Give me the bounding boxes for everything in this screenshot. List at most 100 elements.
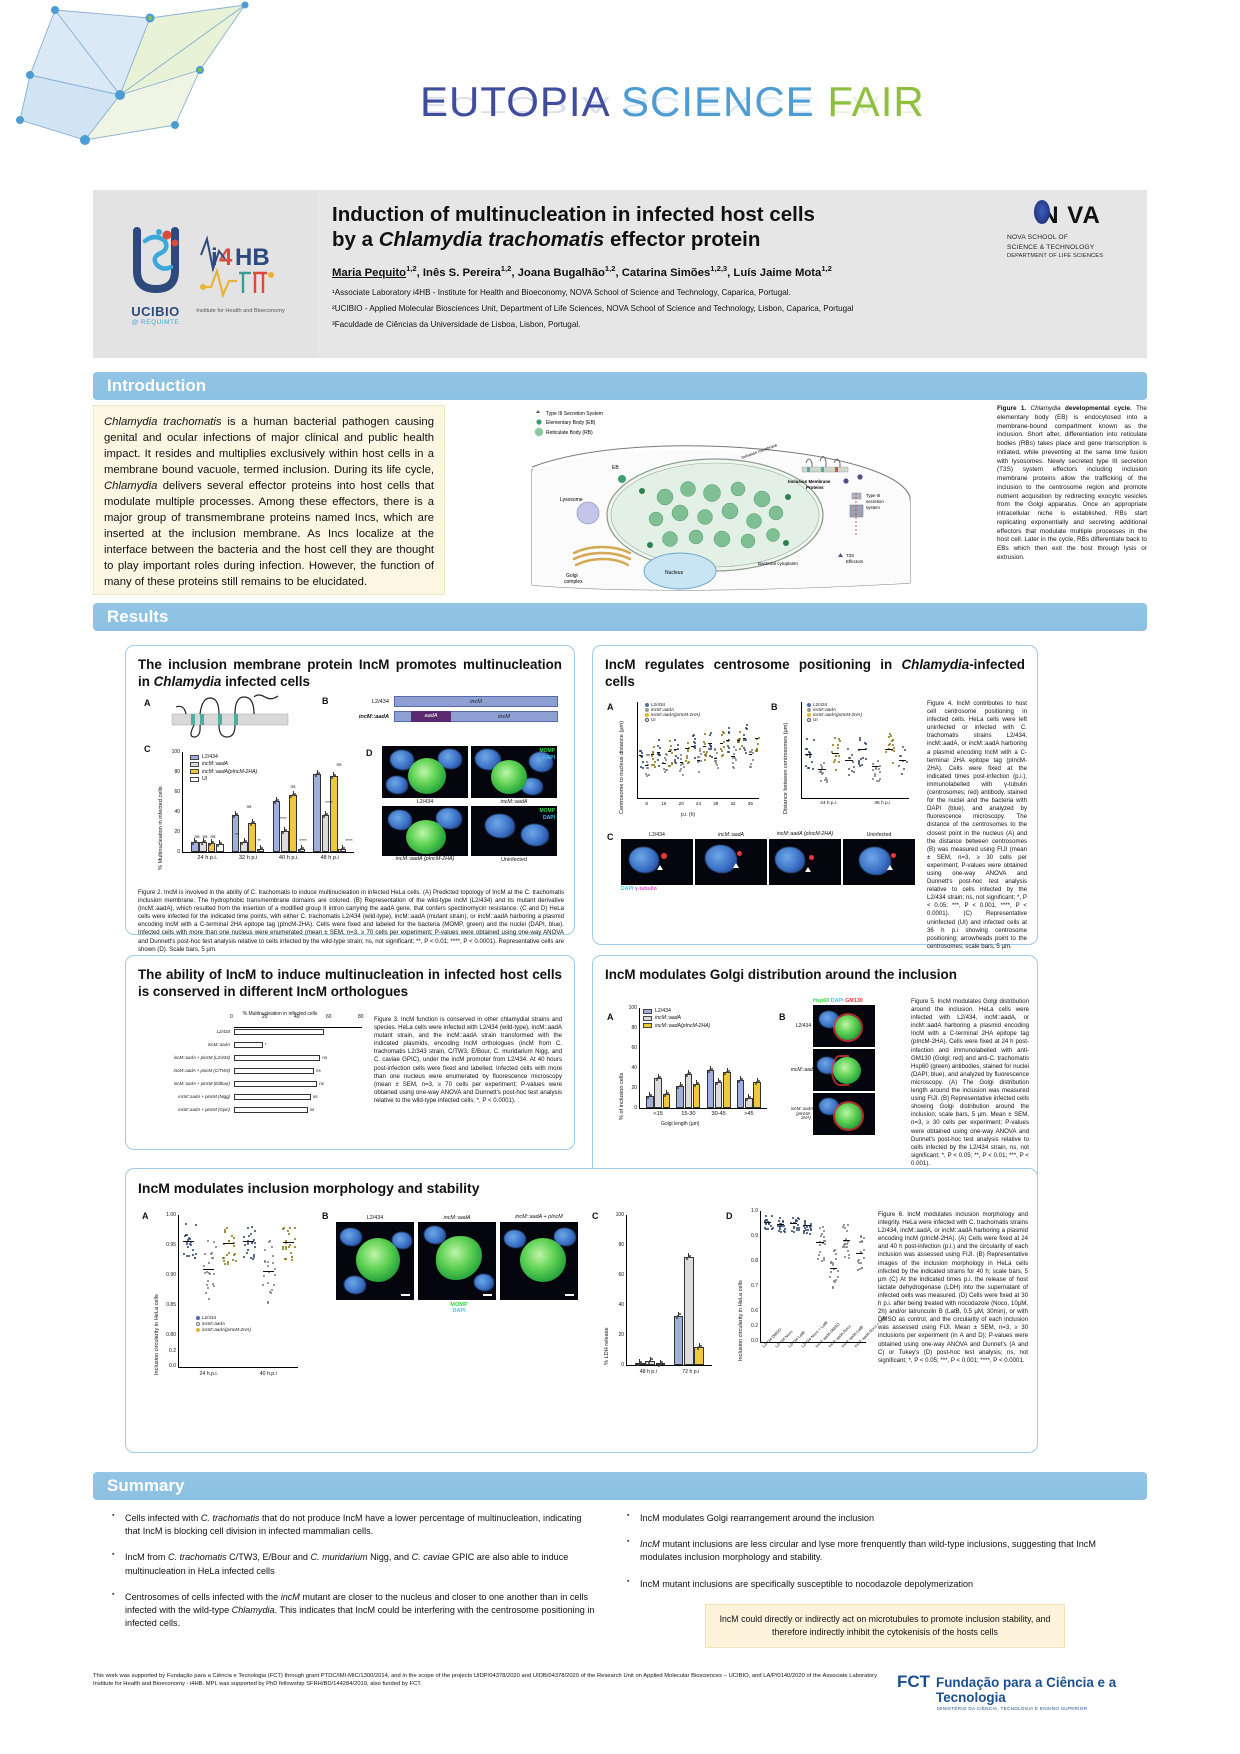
datapoint — [821, 1225, 824, 1228]
datapoint — [865, 743, 868, 746]
datapoint — [251, 1242, 254, 1245]
datapoint — [250, 1226, 253, 1229]
bar-fig5A-2-2 — [723, 1072, 731, 1108]
datapoint — [808, 766, 811, 769]
datapoint — [809, 1222, 812, 1225]
summary-item-left-2: Centrosomes of cells infected with the i… — [112, 1590, 595, 1631]
datapoint — [192, 1253, 195, 1256]
significance-annotation: ns — [312, 1094, 318, 1099]
datapoint — [872, 769, 875, 772]
channel-label-gtubulin-fig4: γ-tubulin — [634, 886, 657, 892]
chart-fig6A: Inclusion circularity in HeLa cells 1.00… — [154, 1212, 311, 1415]
datapoint — [275, 800, 278, 803]
datapoint — [722, 753, 725, 756]
datapoint — [214, 1245, 217, 1248]
datapoint — [743, 749, 746, 752]
datapoint — [739, 731, 742, 734]
datapoint — [749, 763, 752, 766]
datapoint — [778, 1229, 781, 1232]
datapoint — [282, 832, 285, 834]
datapoint — [694, 747, 697, 750]
datapoint — [677, 1087, 680, 1089]
mean-line — [858, 749, 866, 750]
datapoint — [742, 747, 745, 750]
datapoint — [192, 1248, 195, 1251]
datapoint — [822, 1236, 825, 1239]
mean-line — [662, 763, 666, 765]
datapoint — [821, 766, 824, 769]
channel-dapi-fig6: DAPI — [452, 1308, 466, 1314]
datapoint — [842, 1246, 845, 1249]
figure-2-caption: Figure 2. IncM is involved in the abilit… — [138, 889, 564, 953]
micrograph-fig4-pincm — [769, 839, 841, 885]
mean-line — [708, 743, 712, 745]
svg-text:Type III: Type III — [866, 493, 880, 498]
section-title-introduction: Introduction — [107, 376, 207, 395]
datapoint — [271, 1289, 274, 1292]
datapoint — [289, 1252, 292, 1255]
fig3-bar-6 — [234, 1107, 308, 1113]
datapoint — [679, 1085, 682, 1088]
datapoint — [212, 1272, 215, 1275]
significance-annotation: ns — [290, 785, 296, 790]
significance-annotation: ns — [319, 1081, 324, 1086]
fig5A-legend-2: incM::aadA(pIncM-2HA) — [655, 1022, 711, 1029]
datapoint — [747, 1097, 750, 1100]
datapoint — [194, 1223, 197, 1226]
chart-fig5A: % of inclusion cells L2/434 incM::aadA i… — [619, 1005, 771, 1148]
datapoint — [203, 839, 206, 842]
significance-annotation: ns — [194, 835, 200, 840]
datapoint — [699, 753, 702, 756]
datapoint — [726, 751, 729, 754]
mean-line — [725, 740, 729, 742]
datapoint — [342, 846, 345, 849]
gene-map-aada-insert: aadA — [411, 711, 451, 722]
datapoint — [847, 767, 850, 770]
datapoint — [268, 1240, 271, 1243]
datapoint — [834, 1253, 837, 1256]
fig3-cat-label: incM::aadA + pincM (L2/434) — [173, 1055, 230, 1060]
datapoint — [876, 779, 879, 782]
datapoint — [234, 1252, 237, 1255]
summary-item-right-1: IncM mutant inclusions are less circular… — [627, 1537, 1125, 1564]
datapoint — [727, 1069, 730, 1072]
fig4C-label-1: incM::aadA — [718, 832, 744, 838]
datapoint — [738, 747, 741, 750]
datapoint — [765, 1222, 768, 1225]
event-title: EUTOPIA SCIENCE FAIR — [420, 78, 925, 126]
datapoint — [300, 848, 303, 851]
datapoint — [252, 820, 255, 823]
micrograph-fig4-l2434 — [621, 839, 693, 885]
datapoint — [270, 1245, 273, 1248]
datapoint — [664, 757, 667, 760]
datapoint — [657, 764, 660, 767]
datapoint — [266, 1264, 269, 1267]
datapoint — [272, 1262, 275, 1265]
introduction-text: Chlamydia trachomatis is a human bacteri… — [93, 405, 445, 595]
datapoint — [825, 776, 828, 779]
datapoint — [661, 1361, 664, 1364]
datapoint — [728, 731, 731, 733]
micrograph-label-uninfected: Uninfected — [501, 857, 527, 863]
nova-logo-dot — [1034, 200, 1050, 224]
datapoint — [892, 750, 895, 753]
datapoint — [688, 1071, 691, 1074]
datapoint — [288, 1243, 291, 1246]
datapoint — [874, 773, 877, 775]
datapoint — [842, 1243, 845, 1246]
errorbar — [696, 1080, 698, 1084]
datapoint — [698, 1346, 701, 1349]
datapoint — [290, 1255, 293, 1258]
datapoint — [829, 1270, 832, 1273]
datapoint — [645, 753, 648, 756]
datapoint — [863, 1237, 866, 1240]
fig4B-legend-2: incM::aadA(pIncM-2HA) — [813, 712, 863, 717]
datapoint — [208, 844, 211, 846]
datapoint — [780, 1224, 783, 1227]
datapoint — [848, 1257, 851, 1259]
datapoint — [243, 1255, 246, 1258]
datapoint — [833, 1250, 836, 1252]
mean-line — [737, 740, 741, 742]
datapoint — [821, 1233, 824, 1236]
datapoint — [737, 738, 740, 741]
